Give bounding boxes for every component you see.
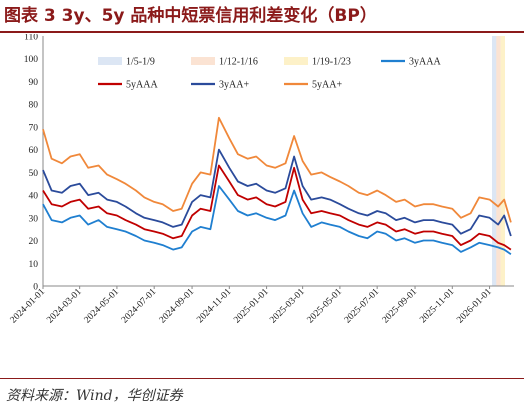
y-tick-label: 90 [29, 78, 39, 88]
x-tick-label: 2024-11-01 [195, 287, 233, 325]
x-tick-label: 2025-03-01 [268, 287, 307, 326]
legend-label: 5yAA+ [312, 80, 342, 91]
y-tick-label: 50 [29, 169, 39, 179]
y-tick-label: 20 [29, 237, 39, 247]
legend-swatch [98, 57, 122, 65]
y-tick-label: 30 [29, 214, 39, 224]
shaded-period-1 [492, 36, 497, 286]
chart-title: 图表 3 3y、5y 品种中短票信用利差变化（BP） [4, 6, 377, 26]
x-tick-label: 2025-11-01 [418, 287, 456, 325]
series-line-3yAAA [42, 185, 512, 255]
legend-label: 1/12-1/16 [219, 57, 258, 68]
y-tick-label: 80 [29, 101, 39, 111]
x-tick-label: 2024-09-01 [158, 287, 197, 326]
y-tick-label: 10 [29, 260, 39, 270]
x-tick-label: 2025-07-01 [343, 287, 382, 326]
x-axis-ticks: 2024-01-012024-03-012024-05-012024-07-01… [9, 286, 494, 325]
y-tick-label: 110 [24, 34, 38, 43]
source-divider [0, 378, 524, 379]
x-tick-label: 2025-05-01 [306, 287, 345, 326]
legend-label: 1/5-1/9 [126, 57, 155, 68]
x-tick-label: 2025-09-01 [381, 287, 420, 326]
legend-label: 3yAAA [409, 57, 441, 68]
y-tick-label: 60 [29, 146, 39, 156]
series-line-5yAA+ [42, 116, 512, 223]
y-tick-label: 70 [29, 123, 39, 133]
y-tick-label: 100 [24, 55, 39, 65]
shaded-periods [492, 36, 506, 286]
series-line-3yAA+ [42, 148, 512, 237]
y-axis-ticks: 0 10 20 30 40 50 60 70 80 90 100 110 [24, 34, 39, 293]
x-tick-label: 2024-05-01 [83, 287, 122, 326]
x-tick-label: 2025-01-01 [232, 287, 271, 326]
y-tick-label: 40 [29, 192, 39, 202]
legend-label: 5yAAA [126, 80, 158, 91]
shaded-period-3 [500, 36, 506, 286]
legend-label: 3yAA+ [219, 80, 249, 91]
x-tick-label: 2024-03-01 [45, 287, 84, 326]
shaded-period-2 [496, 36, 501, 286]
series-line-5yAAA [42, 164, 512, 251]
series-lines [42, 116, 512, 255]
y-tick-label: 0 [33, 283, 38, 293]
legend-label: 1/19-1/23 [312, 57, 351, 68]
title-divider [0, 31, 524, 33]
legend-swatch [284, 57, 308, 65]
legend: 1/5-1/9 1/12-1/16 1/19-1/23 3yAAA 5yAAA 3yAA+… [98, 57, 441, 91]
source-note: 资料来源：Wind，华创证券 [6, 388, 183, 404]
x-tick-label: 2024-01-01 [9, 287, 48, 326]
legend-swatch [191, 57, 215, 65]
x-tick-label: 2026-01-01 [455, 287, 494, 326]
x-tick-label: 2024-07-01 [120, 287, 159, 326]
axes [42, 36, 514, 287]
